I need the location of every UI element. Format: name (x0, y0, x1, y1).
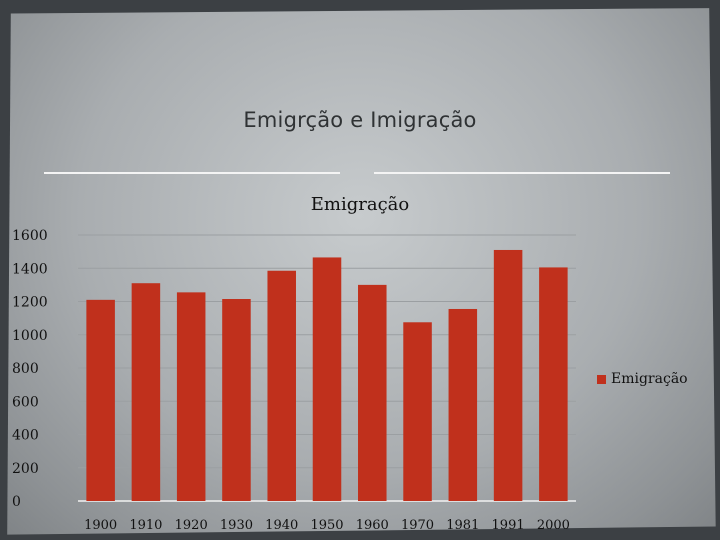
x-tick-label: 1910 (129, 518, 162, 533)
chart-title: Emigração (310, 194, 410, 215)
bar (493, 249, 523, 501)
bar (539, 267, 568, 501)
bar (312, 257, 342, 501)
x-tick-label: 1991 (492, 518, 525, 533)
x-tick-label: 1970 (401, 518, 434, 533)
y-tick-label: 1000 (12, 328, 48, 344)
x-tick-label: 1900 (84, 518, 117, 533)
legend-swatch (597, 374, 606, 384)
bar (358, 284, 387, 501)
x-tick-label: 1940 (265, 518, 298, 533)
title-rule-left (44, 172, 340, 174)
y-tick-label: 1400 (12, 261, 48, 277)
bar (403, 322, 432, 501)
bar (448, 308, 478, 501)
y-tick-label: 400 (12, 428, 39, 444)
bar (131, 283, 161, 501)
x-tick-label: 2000 (537, 518, 570, 533)
bar (222, 299, 251, 501)
y-tick-label: 0 (12, 494, 21, 510)
x-tick-label: 1930 (220, 518, 253, 533)
bar (267, 270, 296, 501)
slide-title: Emigrção e Imigração (243, 108, 477, 132)
x-tick-label: 1920 (175, 518, 208, 533)
y-tick-label: 1600 (12, 228, 48, 244)
y-tick-label: 200 (12, 461, 39, 477)
legend-label: Emigração (611, 371, 688, 387)
y-tick-label: 600 (12, 394, 39, 410)
bar (86, 299, 115, 501)
title-rule-right (374, 172, 670, 174)
x-tick-label: 1960 (356, 518, 389, 533)
legend: Emigração (597, 371, 688, 387)
x-tick-label: 1950 (310, 518, 343, 533)
y-tick-label: 800 (12, 361, 39, 377)
x-tick-label: 1981 (446, 518, 479, 533)
y-tick-label: 1200 (12, 295, 48, 311)
bar (176, 292, 206, 501)
